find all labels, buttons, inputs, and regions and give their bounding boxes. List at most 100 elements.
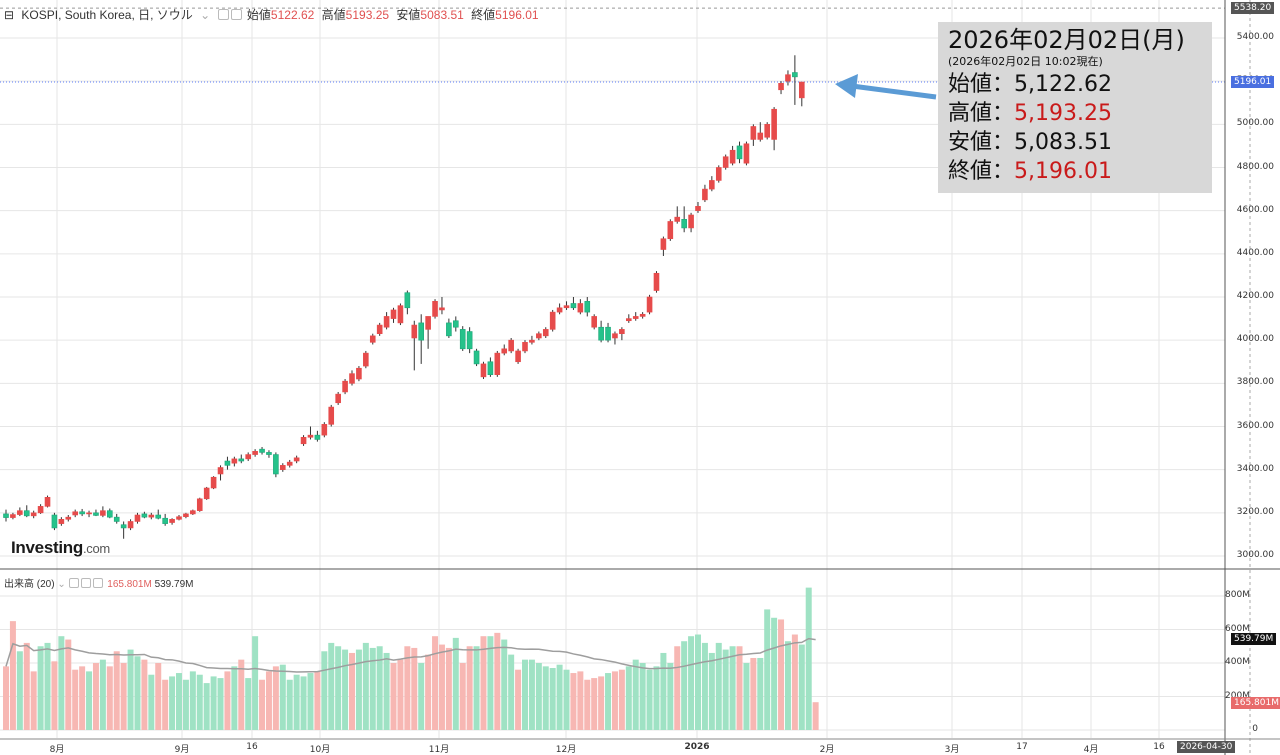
- open-value: 5122.62: [270, 8, 315, 22]
- candle-body: [30, 512, 37, 517]
- annotation-arrow-shaft: [851, 83, 937, 100]
- candle: [480, 361, 487, 380]
- volume-header: 出来高 (20) ⌄ 165.801M 539.79M: [4, 575, 193, 590]
- volume-bar: [203, 683, 210, 730]
- volume-bar: [701, 642, 708, 730]
- settings-icon[interactable]: [230, 9, 242, 20]
- candle-body: [51, 514, 58, 529]
- candle: [72, 509, 78, 518]
- candle: [404, 290, 411, 315]
- candle-body: [224, 460, 231, 466]
- close-label: 終値: [471, 8, 496, 22]
- candle-body: [107, 510, 113, 518]
- candle-body: [715, 167, 722, 181]
- eye-icon[interactable]: [217, 9, 229, 20]
- volume-bar: [708, 652, 715, 730]
- candle: [314, 430, 321, 442]
- volume-bar: [480, 636, 487, 730]
- time-tick-label: 9月: [174, 745, 190, 755]
- candle: [30, 510, 37, 519]
- candle-body: [639, 313, 646, 317]
- candle-body: [210, 476, 217, 489]
- candle-body: [681, 219, 687, 229]
- candle: [778, 81, 784, 95]
- candle: [224, 456, 231, 470]
- volume-bar: [369, 647, 376, 730]
- candle-body: [321, 424, 328, 436]
- time-tick-label: 16: [1153, 742, 1165, 752]
- volume-ma: [5, 637, 816, 673]
- volume-bar: [148, 674, 155, 730]
- time-tick-label: 12月: [555, 745, 577, 755]
- volume-close-icon[interactable]: [92, 578, 103, 588]
- volume-bar: [231, 666, 238, 730]
- candle-body: [439, 307, 445, 311]
- volume-tick-label: 600M: [1225, 623, 1250, 634]
- volume-bar: [605, 673, 612, 730]
- candle: [23, 505, 30, 518]
- candle: [639, 312, 646, 319]
- candle-body: [722, 156, 729, 168]
- price-tick-label: 5000.00: [1236, 118, 1274, 129]
- candles: [3, 55, 805, 539]
- candle-body: [17, 510, 23, 515]
- collapse-icon[interactable]: ⊟: [4, 8, 15, 22]
- candle-body: [695, 206, 701, 211]
- volume-bar: [715, 642, 722, 730]
- volume-bar: [750, 657, 757, 730]
- volume-bar: [425, 654, 432, 730]
- volume-bar: [92, 663, 99, 730]
- candle-body: [127, 521, 134, 529]
- open-label: 始値: [246, 8, 271, 22]
- volume-eye-icon[interactable]: [68, 578, 79, 588]
- candle: [425, 316, 431, 349]
- candle: [321, 422, 328, 438]
- candle-body: [190, 510, 196, 515]
- candle-body: [785, 74, 791, 82]
- candle-body: [764, 124, 771, 138]
- time-tick-label: 2026: [684, 742, 710, 752]
- volume-settings-icon[interactable]: [80, 578, 91, 588]
- volume-bar: [625, 666, 632, 730]
- candle-body: [79, 511, 85, 515]
- candle-body: [231, 458, 238, 464]
- volume-tick-label: 800M: [1225, 590, 1250, 600]
- candle-body: [487, 361, 494, 375]
- volume-bar: [791, 634, 798, 730]
- volume-bar: [23, 642, 30, 730]
- candle-body: [273, 454, 279, 475]
- price-tick-label: 4200.00: [1236, 291, 1274, 301]
- time-end-tag: 2026-04-30: [1177, 741, 1236, 753]
- volume-bar: [805, 587, 812, 730]
- candle: [646, 294, 653, 315]
- time-tick-label: 11月: [428, 745, 450, 755]
- volume-bar: [743, 663, 750, 730]
- volume-dropdown-icon[interactable]: ⌄: [57, 579, 66, 590]
- volume-bar: [86, 671, 93, 730]
- price-tick-label: 5400.00: [1236, 32, 1274, 42]
- high-value: 5193.25: [345, 8, 390, 22]
- price-tick-label: 3800.00: [1236, 377, 1274, 388]
- candle: [667, 219, 674, 241]
- volume-bar: [51, 661, 58, 730]
- candle: [549, 309, 556, 332]
- candle-body: [778, 83, 784, 91]
- volume-bar: [418, 663, 425, 730]
- volume-bar: [411, 647, 418, 730]
- dropdown-icon[interactable]: ⌄: [200, 8, 211, 22]
- candle-body: [72, 511, 78, 516]
- candle-body: [619, 329, 625, 334]
- price-tick-label: 4000.00: [1236, 334, 1274, 345]
- volume-bar: [44, 642, 51, 730]
- candle: [764, 122, 771, 140]
- candle: [65, 514, 72, 522]
- candle: [598, 320, 604, 343]
- volume-bar: [542, 666, 549, 730]
- info-timestamp: (2026年02月02日 10:02現在): [948, 55, 1103, 68]
- candle: [591, 314, 598, 330]
- candle: [446, 318, 452, 339]
- candle-body: [37, 506, 44, 514]
- candle-body: [314, 434, 321, 440]
- candle-body: [542, 329, 549, 337]
- candle: [743, 141, 750, 166]
